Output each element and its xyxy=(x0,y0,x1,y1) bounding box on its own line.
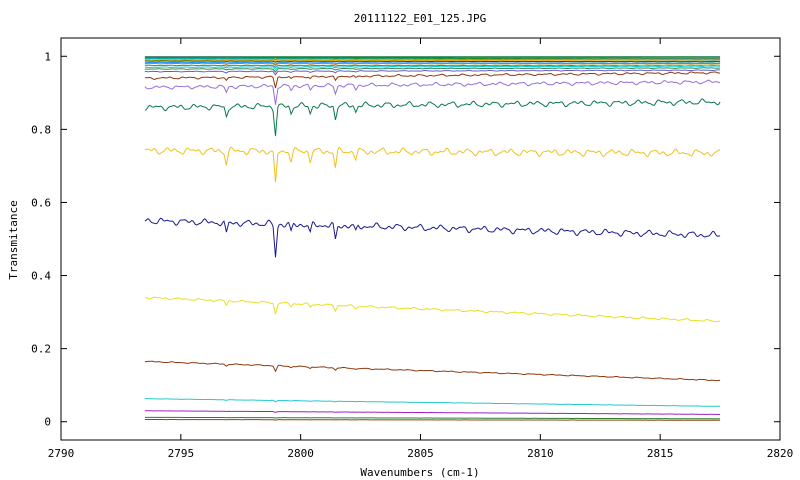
series-lines xyxy=(144,56,721,421)
x-axis-label: Wavenumbers (cm-1) xyxy=(360,466,479,479)
spectrum-series-line xyxy=(144,98,721,137)
x-tick-label: 2795 xyxy=(168,447,195,460)
x-tick-label: 2800 xyxy=(287,447,314,460)
x-tick-label: 2805 xyxy=(407,447,434,460)
spectrum-series-line xyxy=(144,416,721,420)
chart-title: 20111122_E01_125.JPG xyxy=(354,12,486,25)
spectrum-series-line xyxy=(144,65,721,70)
x-tick-label: 2820 xyxy=(767,447,794,460)
y-tick-label: 0.2 xyxy=(31,343,51,356)
y-axis: 0 0.2 0.4 0.6 0.8 1 xyxy=(31,50,780,429)
y-tick-label: 0.6 xyxy=(31,196,51,209)
spectrum-series-line xyxy=(144,419,721,421)
x-axis: 2790 2795 2800 2805 2810 2815 2820 xyxy=(48,38,794,460)
spectrum-series-line xyxy=(144,58,721,61)
spectrum-series-line xyxy=(144,60,721,63)
spectrum-series-line xyxy=(144,79,721,105)
spectrum-series-line xyxy=(144,398,721,407)
spectrum-series-line xyxy=(144,360,721,382)
spectrum-series-line xyxy=(144,410,721,415)
spectrum-series-line xyxy=(144,69,721,76)
x-tick-label: 2815 xyxy=(647,447,674,460)
x-tick-label: 2810 xyxy=(527,447,554,460)
spectrum-series-line xyxy=(144,71,721,89)
spectrum-series-line xyxy=(144,62,721,66)
plot-frame xyxy=(60,37,781,441)
spectrum-series-line xyxy=(144,64,721,68)
spectrum-series-line xyxy=(144,59,721,62)
y-tick-label: 1 xyxy=(44,50,51,63)
y-tick-label: 0.4 xyxy=(31,270,51,283)
y-tick-label: 0 xyxy=(44,416,51,429)
spectrum-series-line xyxy=(144,296,721,323)
spectrum-series-line xyxy=(144,67,721,73)
y-tick-label: 0.8 xyxy=(31,123,51,136)
y-axis-label: Transmitance xyxy=(7,200,20,279)
x-tick-label: 2790 xyxy=(48,447,75,460)
spectrum-series-line xyxy=(144,57,721,60)
spectrum-series-line xyxy=(144,217,721,258)
spectrum-series-line xyxy=(144,61,721,65)
spectrum-series-line xyxy=(144,146,721,183)
